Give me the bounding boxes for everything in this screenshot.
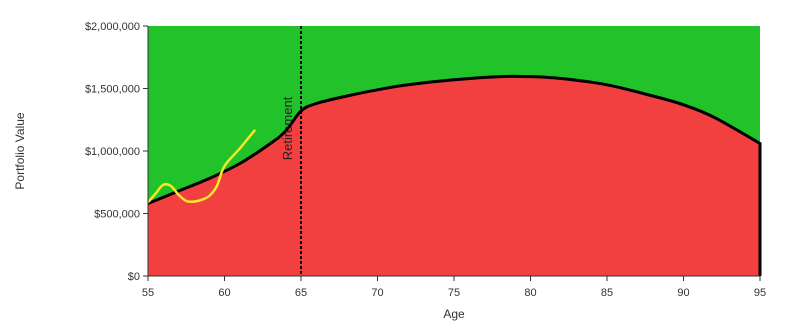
x-tick-label: 95: [754, 287, 766, 299]
x-tick-label: 70: [371, 287, 383, 299]
y-tick-label: $500,000: [94, 209, 140, 221]
x-tick-label: 90: [677, 287, 689, 299]
x-tick-label: 55: [142, 287, 154, 299]
overlay-line: [147, 129, 257, 204]
x-tick-label: 85: [601, 287, 613, 299]
x-axis-ticks: 55 60 65 70 75 80 85 90 95: [142, 276, 766, 299]
x-tick-label: 75: [448, 287, 460, 299]
boundary-line: [147, 74, 762, 276]
y-axis-ticks: $0 $500,000 $1,000,000 $1,500,000 $2,000,000: [85, 21, 148, 283]
y-axis-title: Portfolio Value: [13, 112, 27, 189]
x-tick-label: 60: [218, 287, 230, 299]
x-axis-title: Age: [443, 307, 465, 321]
x-tick-label: 65: [295, 287, 307, 299]
x-tick-label: 80: [524, 287, 536, 299]
y-tick-label: $2,000,000: [85, 21, 140, 33]
retirement-label: Retirement: [280, 96, 295, 160]
y-tick-label: $1,500,000: [85, 84, 140, 96]
y-tick-label: $0: [128, 271, 140, 283]
y-tick-label: $1,000,000: [85, 146, 140, 158]
